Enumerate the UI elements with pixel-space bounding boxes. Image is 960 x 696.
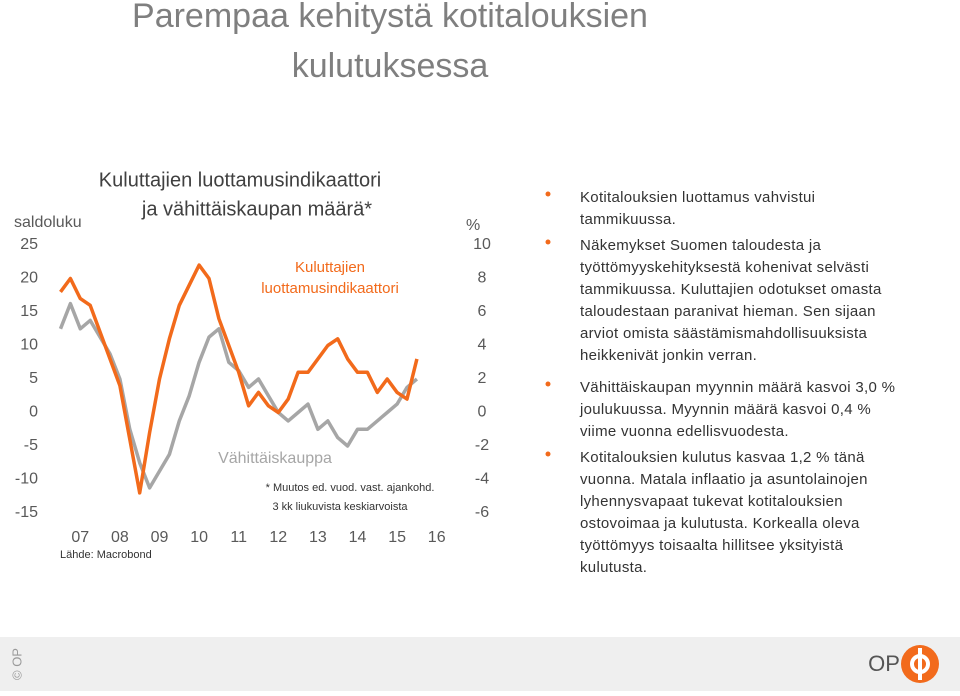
y-tick-label: -15 bbox=[15, 504, 38, 521]
y2-tick-label: -6 bbox=[475, 504, 489, 521]
y-tick-label: 5 bbox=[29, 370, 38, 387]
bullet-text: kulutusta. bbox=[580, 559, 647, 576]
bullet-text: työttömyys toisaalta hillitsee yksityist… bbox=[580, 537, 844, 554]
y-tick-label: 20 bbox=[20, 270, 38, 287]
x-tick-label: 08 bbox=[111, 529, 129, 546]
copyright: © OP bbox=[9, 648, 24, 680]
annotation: luottamusindikaattori bbox=[261, 280, 399, 297]
y2-tick-label: 8 bbox=[478, 270, 487, 287]
y2-tick-label: 4 bbox=[478, 337, 487, 354]
bullet-text: Vähittäiskaupan myynnin määrä kasvoi 3,0… bbox=[580, 379, 895, 396]
slide-title: kulutuksessa bbox=[292, 47, 489, 85]
bullet-text: tammikuussa. Kuluttajien odotukset omast… bbox=[580, 281, 882, 298]
series-line bbox=[59, 263, 419, 495]
y2-tick-label: 10 bbox=[473, 236, 491, 253]
y-tick-label: 10 bbox=[20, 337, 38, 354]
y2-tick-label: 0 bbox=[478, 404, 487, 421]
annotation: Vähittäiskauppa bbox=[218, 450, 332, 467]
bullet-text: vuonna. Matala inflaatio ja asuntolainoj… bbox=[580, 471, 868, 488]
x-tick-label: 11 bbox=[230, 529, 247, 546]
y2-tick-label: 6 bbox=[478, 303, 487, 320]
logo-text: OP bbox=[868, 651, 900, 676]
x-tick-label: 14 bbox=[349, 529, 367, 546]
y-tick-label: 15 bbox=[20, 303, 38, 320]
bullet-text: heikkenivät jonkin verran. bbox=[580, 347, 757, 364]
y-tick-label: -5 bbox=[24, 437, 38, 454]
slide-title: Parempaa kehitystä kotitalouksien bbox=[132, 0, 648, 35]
y-tick-label: 0 bbox=[29, 404, 38, 421]
bullet-text: Kotitalouksien kulutus kasvaa 1,2 % tänä bbox=[580, 449, 865, 466]
bullet-text: viime vuonna edellisvuodesta. bbox=[580, 423, 789, 440]
y-tick-label: 25 bbox=[20, 236, 38, 253]
bullet-text: tammikuussa. bbox=[580, 211, 676, 228]
x-tick-label: 16 bbox=[428, 529, 446, 546]
bullet-text: joulukuussa. Myynnin määrä kasvoi 0,4 % bbox=[579, 401, 871, 418]
y2-tick-label: -2 bbox=[475, 437, 489, 454]
bullet-text: Kotitalouksien luottamus vahvistui bbox=[580, 189, 815, 206]
x-tick-label: 09 bbox=[151, 529, 169, 546]
bullet-dot bbox=[545, 191, 551, 197]
x-tick-label: 13 bbox=[309, 529, 327, 546]
bullet-text: ostovoimaa ja kulutusta. Korkealla oleva bbox=[580, 515, 860, 532]
bullet-dot bbox=[545, 239, 551, 245]
annotation: Kuluttajien bbox=[295, 259, 365, 276]
source: Lähde: Macrobond bbox=[60, 549, 152, 561]
x-tick-label: 10 bbox=[190, 529, 208, 546]
note: * Muutos ed. vuod. vast. ajankohd. bbox=[266, 482, 435, 494]
y-tick-label: -10 bbox=[15, 471, 38, 488]
bullet-dot bbox=[545, 381, 551, 387]
note: 3 kk liukuvista keskiarvoista bbox=[272, 501, 408, 513]
bullet-dot bbox=[545, 451, 551, 457]
x-tick-label: 07 bbox=[71, 529, 89, 546]
bullet-text: Näkemykset Suomen taloudesta ja bbox=[580, 237, 821, 254]
bullet-text: taloudestaan paranivat hieman. Sen sijaa… bbox=[580, 303, 876, 320]
y2-tick-label: 2 bbox=[478, 370, 487, 387]
y2-tick-label: -4 bbox=[475, 471, 489, 488]
chart-title: ja vähittäiskaupan määrä* bbox=[141, 198, 372, 220]
y2-axis-label: % bbox=[466, 217, 480, 234]
bullet-text: työttömyyskehityksestä kohenivat selväst… bbox=[580, 259, 869, 276]
x-tick-label: 15 bbox=[388, 529, 406, 546]
bullet-text: lyhennysvapaat tukevat kotitalouksien bbox=[580, 493, 843, 510]
bullet-list: Kotitalouksien luottamus vahvistui tammik… bbox=[545, 189, 895, 576]
y-axis-label: saldoluku bbox=[14, 214, 82, 231]
chart-title: Kuluttajien luottamusindikaattori bbox=[99, 169, 381, 191]
bullet-text: arviot omista säästämismahdollisuuksista bbox=[580, 325, 867, 342]
x-tick-label: 12 bbox=[269, 529, 287, 546]
footer bbox=[0, 637, 960, 691]
